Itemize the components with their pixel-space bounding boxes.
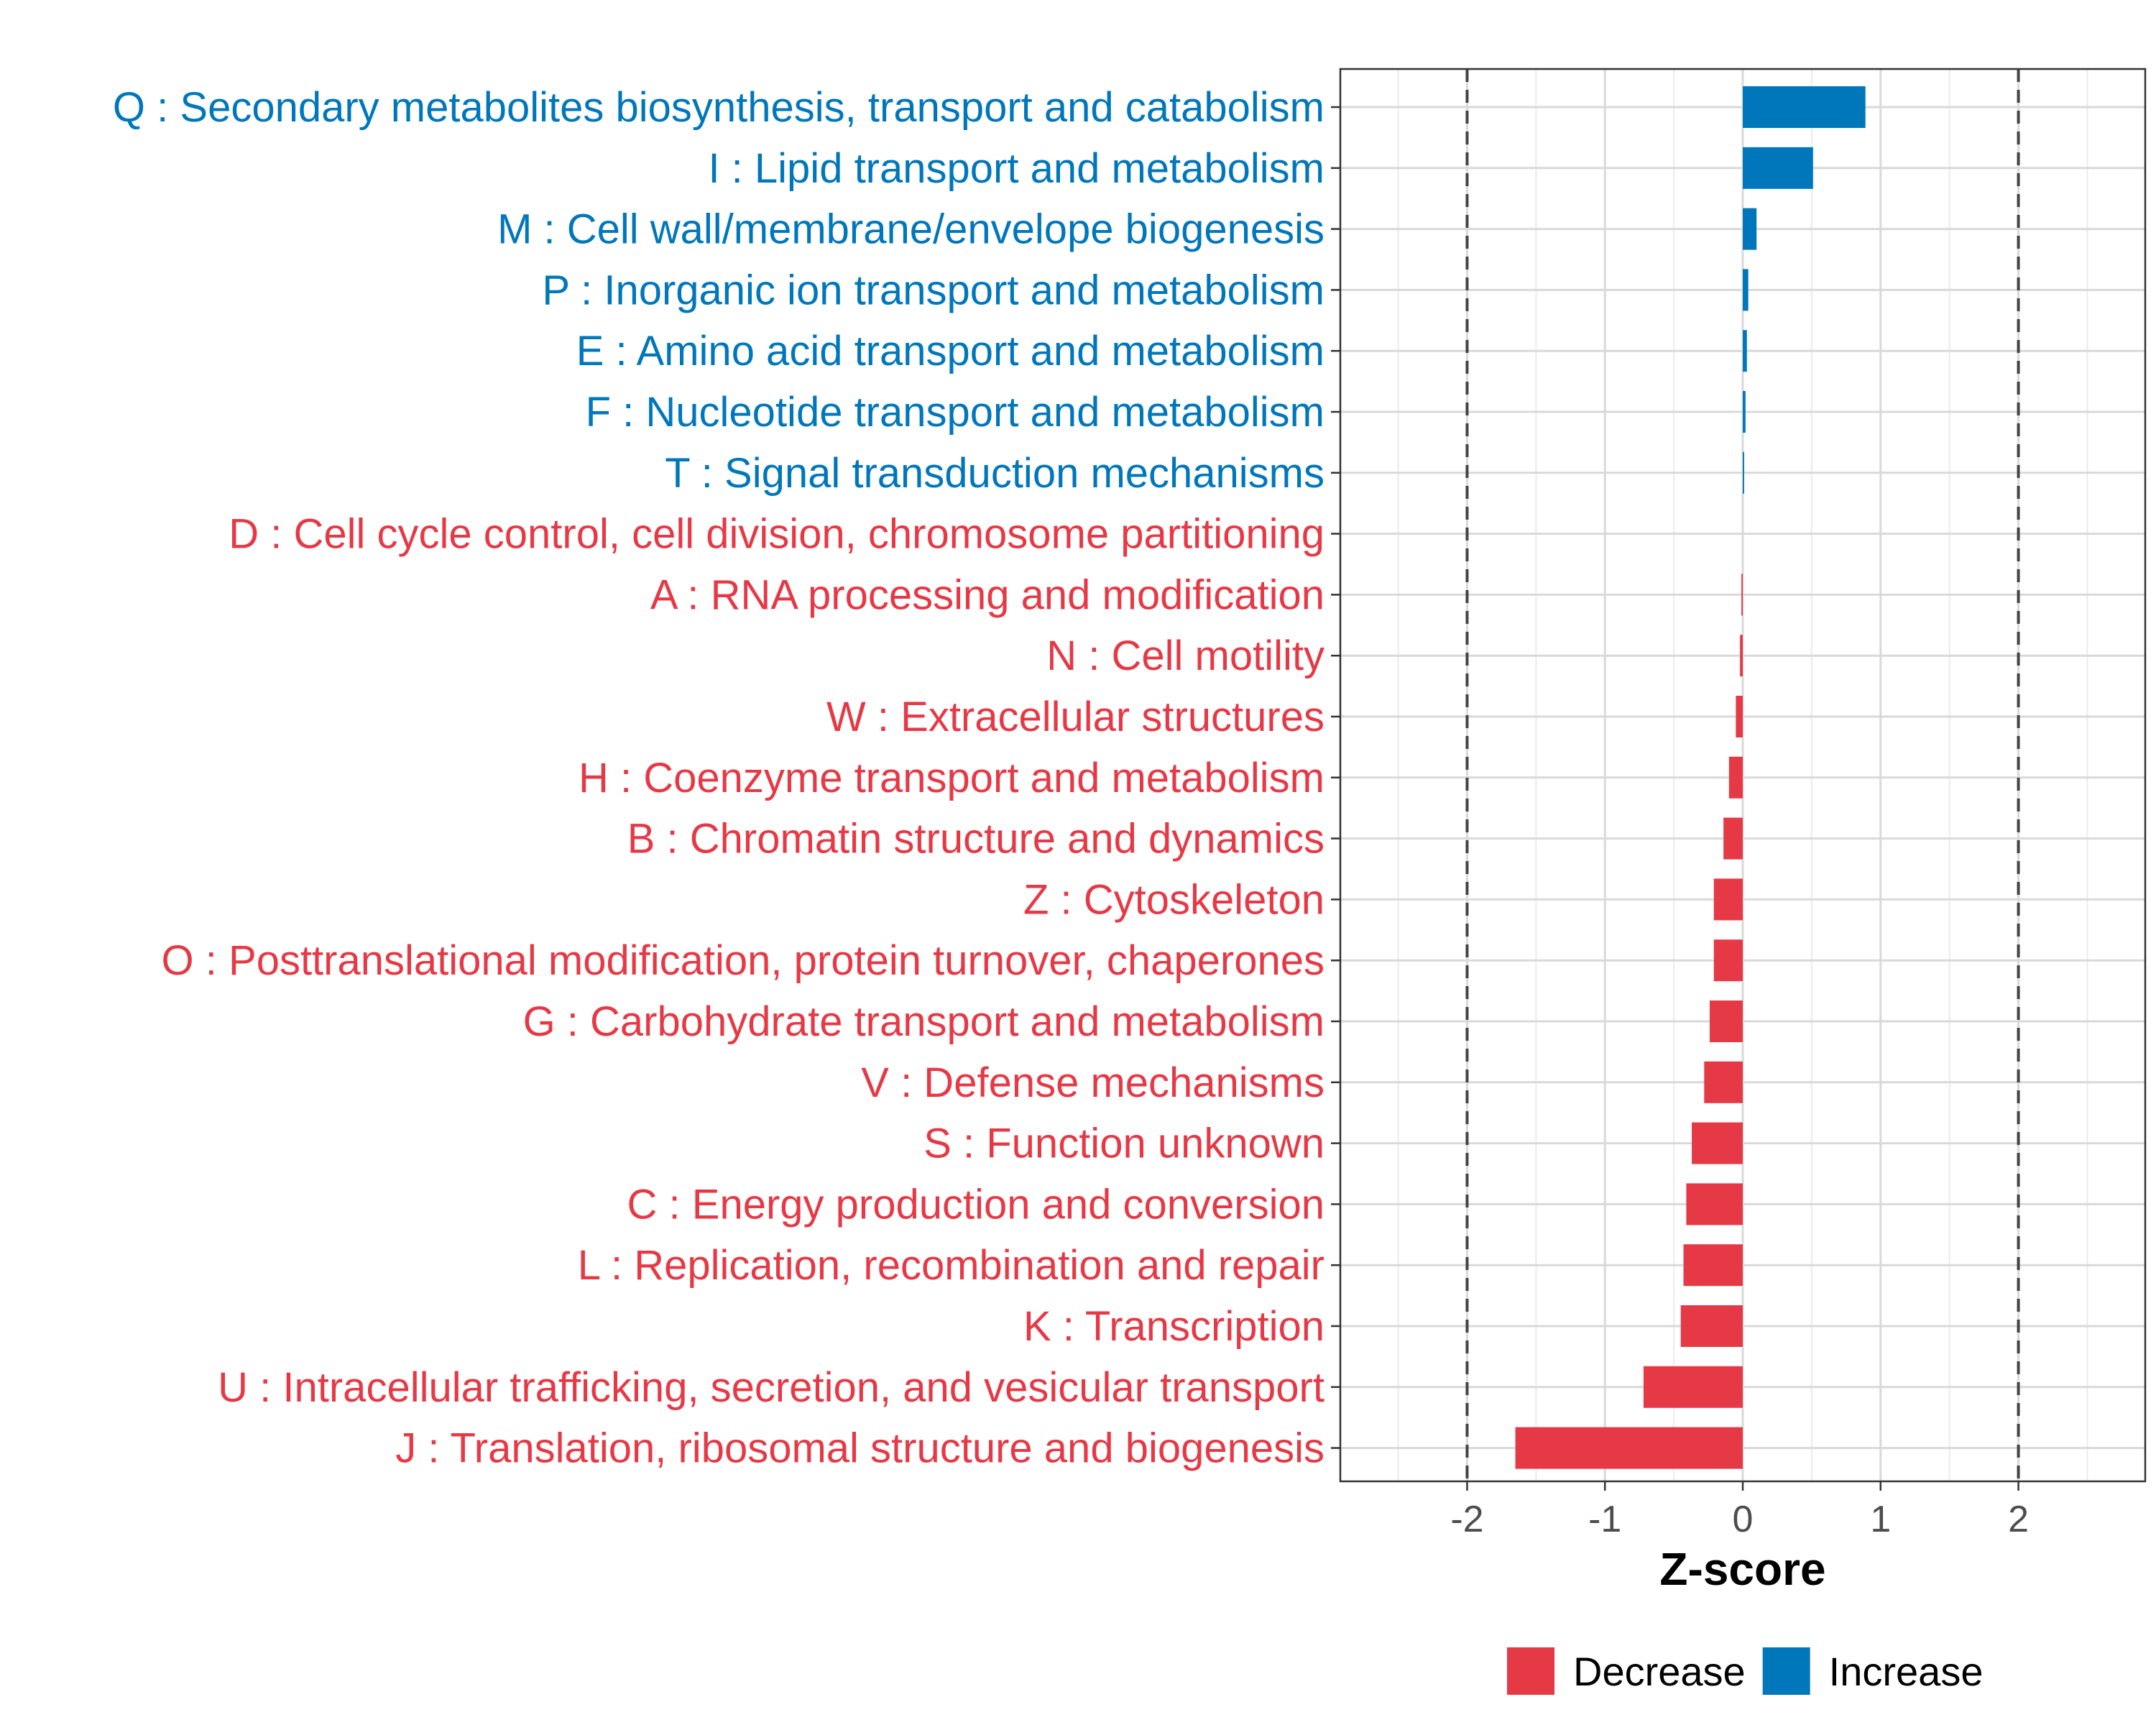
category-label: A : RNA processing and modification [650, 571, 1325, 618]
category-label: H : Coenzyme transport and metabolism [579, 755, 1325, 801]
bar [1713, 878, 1743, 921]
bar [1692, 1122, 1743, 1164]
bar [1728, 756, 1743, 799]
category-label: I : Lipid transport and metabolism [708, 145, 1325, 192]
category-label: L : Replication, recombination and repai… [578, 1242, 1325, 1289]
x-tick-label: 1 [1870, 1499, 1891, 1540]
bar [1743, 208, 1757, 250]
x-axis-title: Z-score [1659, 1543, 1825, 1595]
bar [1736, 696, 1743, 737]
bar [1740, 635, 1743, 677]
bar [1741, 574, 1743, 616]
y-axis-ticks [1331, 106, 1340, 1449]
bar [1743, 147, 1813, 189]
category-label: Q : Secondary metabolites biosynthesis, … [113, 84, 1325, 131]
bar-layer [1515, 86, 1866, 1469]
bar [1686, 1183, 1743, 1225]
category-label: S : Function unknown [923, 1121, 1325, 1167]
category-label: T : Signal transduction mechanisms [665, 450, 1325, 497]
category-label: N : Cell motility [1046, 632, 1325, 679]
bar [1713, 939, 1743, 982]
bar [1743, 269, 1749, 311]
category-label: J : Translation, ribosomal structure and… [395, 1425, 1325, 1472]
x-tick-label: 2 [2008, 1499, 2029, 1540]
legend-label: Increase [1829, 1649, 1984, 1694]
x-axis-ticks: -2 -1 0 1 2 [1450, 1481, 2029, 1540]
reference-line-layer [1465, 69, 2020, 1481]
bar [1743, 451, 1744, 494]
category-label: F : Nucleotide transport and metabolism [586, 389, 1325, 436]
legend: Decrease Increase [1507, 1647, 1983, 1695]
category-label: M : Cell wall/membrane/envelope biogenes… [497, 206, 1325, 253]
x-tick-label: -2 [1450, 1499, 1483, 1540]
bar [1680, 1305, 1743, 1347]
category-label: U : Intracellular trafficking, secretion… [218, 1364, 1325, 1411]
category-label: D : Cell cycle control, cell division, c… [229, 511, 1325, 558]
legend-label: Decrease [1573, 1649, 1746, 1694]
x-tick-label: 0 [1733, 1499, 1754, 1540]
bar [1709, 1000, 1743, 1042]
category-label: K : Transcription [1023, 1303, 1325, 1350]
bar [1704, 1061, 1743, 1103]
legend-swatch [1507, 1647, 1554, 1695]
y-axis-labels: Q : Secondary metabolites biosynthesis, … [113, 84, 1325, 1472]
bar [1515, 1427, 1743, 1469]
bar [1723, 817, 1743, 860]
bar [1743, 86, 1866, 128]
category-label: C : Energy production and conversion [627, 1181, 1325, 1228]
category-label: W : Extracellular structures [826, 694, 1325, 740]
bar [1743, 330, 1747, 372]
category-label: G : Carbohydrate transport and metabolis… [523, 998, 1325, 1045]
category-label: V : Defense mechanisms [861, 1059, 1325, 1106]
category-label: Z : Cytoskeleton [1023, 876, 1325, 923]
bar [1643, 1366, 1743, 1408]
category-label: E : Amino acid transport and metabolism [576, 328, 1325, 374]
legend-swatch [1762, 1647, 1810, 1695]
bar [1683, 1244, 1743, 1287]
bar [1743, 391, 1746, 433]
category-label: P : Inorganic ion transport and metaboli… [542, 267, 1325, 313]
category-label: O : Posttranslational modification, prot… [162, 937, 1325, 984]
category-label: B : Chromatin structure and dynamics [627, 816, 1325, 862]
x-tick-label: -1 [1588, 1499, 1621, 1540]
